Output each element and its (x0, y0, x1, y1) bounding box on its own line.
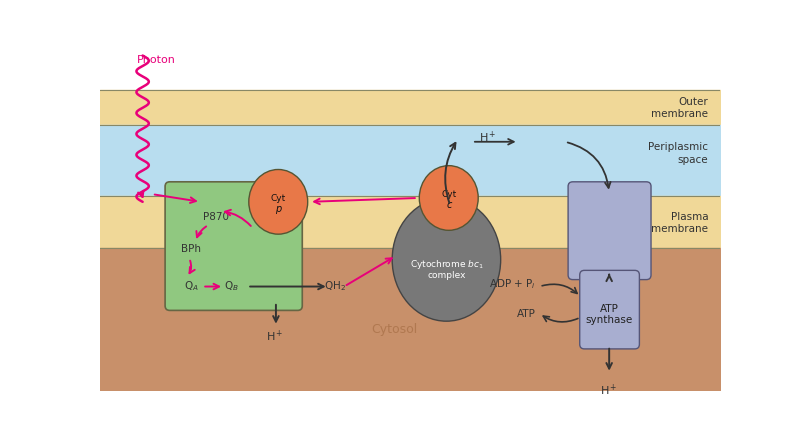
Text: Cytosol: Cytosol (371, 323, 418, 336)
Text: H$^+$: H$^+$ (600, 381, 618, 397)
FancyBboxPatch shape (165, 182, 302, 311)
Text: P870: P870 (203, 211, 230, 221)
Text: Periplasmic
space: Periplasmic space (648, 142, 708, 164)
FancyBboxPatch shape (580, 271, 639, 349)
Text: Q$_B$: Q$_B$ (224, 279, 239, 292)
Text: ATP
synthase: ATP synthase (586, 303, 633, 325)
Text: Cyt: Cyt (441, 189, 456, 198)
Text: Photon: Photon (137, 55, 175, 65)
Text: ADP + P$_i$: ADP + P$_i$ (490, 276, 536, 290)
Text: QH$_2$: QH$_2$ (324, 279, 346, 292)
Ellipse shape (249, 170, 308, 235)
Text: complex: complex (427, 271, 466, 280)
Ellipse shape (392, 198, 501, 321)
Text: H$^+$: H$^+$ (266, 328, 283, 343)
FancyBboxPatch shape (568, 182, 651, 280)
Text: Q$_A$: Q$_A$ (184, 279, 199, 292)
Text: BPh: BPh (182, 244, 202, 254)
Ellipse shape (419, 166, 478, 231)
Text: Cyt: Cyt (270, 193, 286, 202)
Text: ATP: ATP (517, 309, 535, 319)
Text: c: c (446, 200, 451, 210)
Text: H$^+$: H$^+$ (478, 130, 496, 145)
Text: p: p (275, 204, 282, 213)
Text: Plasma
membrane: Plasma membrane (651, 211, 708, 233)
Text: Cytochrome $bc_1$: Cytochrome $bc_1$ (410, 258, 483, 270)
Text: Outer
membrane: Outer membrane (651, 97, 708, 119)
